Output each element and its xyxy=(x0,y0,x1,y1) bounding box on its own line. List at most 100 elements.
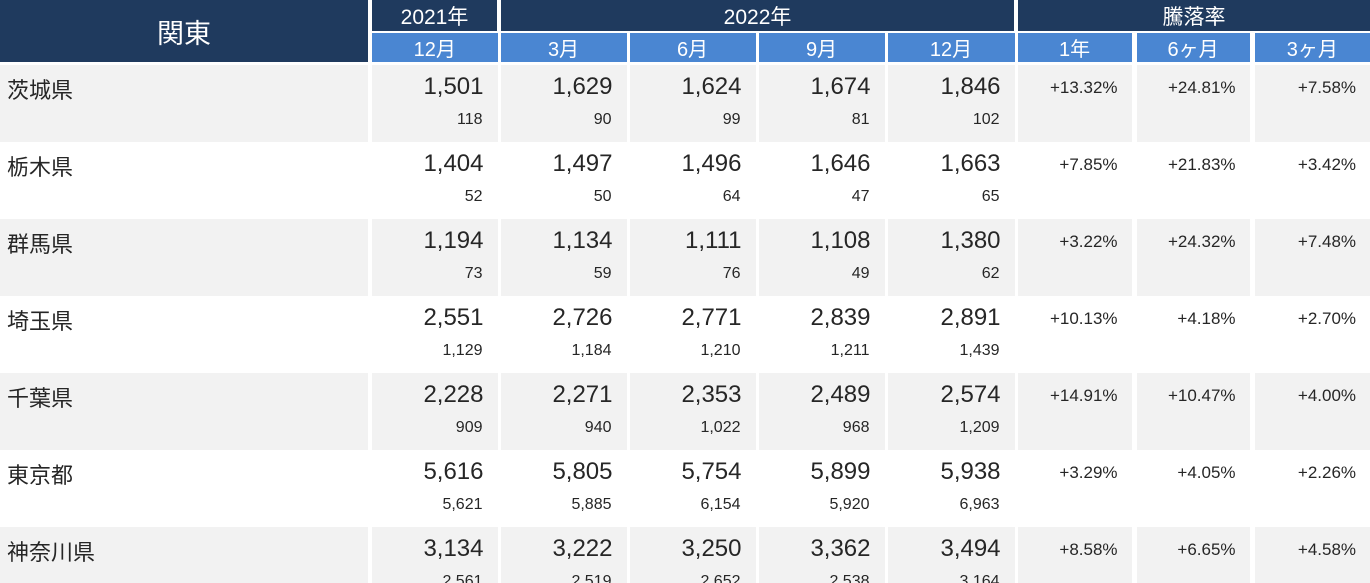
table-row-sub: 1,129 1,184 1,210 1,211 1,439 xyxy=(0,340,1370,373)
main-value-cell: 3,494 xyxy=(886,527,1018,571)
main-value-cell: 2,574 xyxy=(886,373,1018,417)
main-value-cell: 2,726 xyxy=(499,296,630,340)
table-row-main: 栃木県 1,404 1,497 1,496 1,646 1,663 +7.85%… xyxy=(0,142,1370,219)
main-value-cell: 2,839 xyxy=(757,296,888,340)
col-header-2022-12: 12月 xyxy=(886,32,1018,65)
col-group-change-rate: 騰落率 xyxy=(1016,0,1370,33)
main-value-cell: 2,271 xyxy=(499,373,630,417)
table-row-sub: 118 90 99 81 102 xyxy=(0,109,1370,142)
change-rate-cell: +3.42% xyxy=(1297,155,1357,174)
sub-value-cell: 59 xyxy=(499,263,630,296)
main-value-cell: 1,134 xyxy=(499,219,630,263)
col-header-2022-03: 3月 xyxy=(499,32,630,65)
change-rate-cell: +7.85% xyxy=(1016,142,1137,219)
sub-value-cell: 1,210 xyxy=(628,340,759,373)
sub-value-cell: 102 xyxy=(886,109,1018,142)
change-rate-cell: +2.70% xyxy=(1297,309,1357,328)
sub-value-cell: 73 xyxy=(370,263,501,296)
main-value-cell: 1,404 xyxy=(370,142,501,186)
table-row-sub: 73 59 76 49 62 xyxy=(0,263,1370,296)
col-group-2021: 2021年 xyxy=(370,0,501,33)
change-rate-cell: +3.29% xyxy=(1016,450,1137,527)
change-rate-cell: +21.83% xyxy=(1134,142,1255,219)
table-row-sub: 5,621 5,885 6,154 5,920 6,963 xyxy=(0,494,1370,527)
header-month-row: 12月 3月 6月 9月 12月 1年 6ヶ月 3ヶ月 xyxy=(0,32,1370,65)
main-value-cell: 5,754 xyxy=(628,450,759,494)
col-header-2022-06: 6月 xyxy=(628,32,759,65)
main-value-cell: 1,663 xyxy=(886,142,1018,186)
sub-value-cell: 5,885 xyxy=(499,494,630,527)
change-rate-cell: +13.32% xyxy=(1016,63,1137,142)
main-value-cell: 1,108 xyxy=(757,219,888,263)
change-rate-cell: +3.22% xyxy=(1016,219,1137,296)
sub-value-cell: 968 xyxy=(757,417,888,450)
main-value-cell: 1,846 xyxy=(886,63,1018,109)
col-header-6month: 6ヶ月 xyxy=(1134,32,1255,65)
header-group-row: 関東 2021年 2022年 騰落率 xyxy=(0,0,1370,65)
sub-value-cell: 65 xyxy=(886,186,1018,219)
table-row-main: 神奈川県 3,134 3,222 3,250 3,362 3,494 +8.58… xyxy=(0,527,1370,583)
sub-value-cell: 1,184 xyxy=(499,340,630,373)
main-value-cell: 1,674 xyxy=(757,63,888,109)
change-rate-cell: +10.47% xyxy=(1134,373,1255,450)
change-rate-cell: +6.65% xyxy=(1134,527,1255,583)
prefecture-name: 埼玉県 xyxy=(0,296,372,373)
main-value-cell: 2,551 xyxy=(370,296,501,340)
sub-value-cell: 47 xyxy=(757,186,888,219)
main-value-cell: 2,489 xyxy=(757,373,888,417)
sub-value-cell: 6,963 xyxy=(886,494,1018,527)
prefecture-name: 栃木県 xyxy=(0,142,372,219)
sub-value-cell: 81 xyxy=(757,109,888,142)
main-value-cell: 5,899 xyxy=(757,450,888,494)
col-header-3month: 3ヶ月 xyxy=(1252,32,1370,65)
prefecture-name: 群馬県 xyxy=(0,219,372,296)
col-group-2022: 2022年 xyxy=(499,0,1019,33)
change-rate-cell: +7.48% xyxy=(1252,219,1370,296)
main-value-cell: 1,497 xyxy=(499,142,630,186)
sub-value-cell: 5,920 xyxy=(757,494,888,527)
table-row-sub: 52 50 64 47 65 xyxy=(0,186,1370,219)
sub-value-cell: 62 xyxy=(886,263,1018,296)
main-value-cell: 1,111 xyxy=(628,219,759,263)
sub-value-cell: 909 xyxy=(370,417,501,450)
main-value-cell: 5,616 xyxy=(370,450,501,494)
sub-value-cell: 2,561 xyxy=(370,571,501,583)
sub-value-cell: 50 xyxy=(499,186,630,219)
change-rate-cell: +24.32% xyxy=(1134,219,1255,296)
table-row-main: 群馬県 1,194 1,134 1,111 1,108 1,380 +3.22%… xyxy=(0,219,1370,296)
sub-value-cell: 1,022 xyxy=(628,417,759,450)
sub-value-cell: 5,621 xyxy=(370,494,501,527)
main-value-cell: 3,134 xyxy=(370,527,501,571)
sub-value-cell: 940 xyxy=(499,417,630,450)
main-value-cell: 2,228 xyxy=(370,373,501,417)
change-rate-cell: +8.58% xyxy=(1016,527,1137,583)
main-value-cell: 1,624 xyxy=(628,63,759,109)
table-row-sub: 909 940 1,022 968 1,209 xyxy=(0,417,1370,450)
table-row-main: 東京都 5,616 5,805 5,754 5,899 5,938 +3.29%… xyxy=(0,450,1370,527)
prefecture-name: 茨城県 xyxy=(0,63,372,142)
prefecture-name: 神奈川県 xyxy=(0,527,372,583)
change-rate-cell: +4.58% xyxy=(1252,527,1370,583)
sub-value-cell: 1,129 xyxy=(370,340,501,373)
sub-value-cell: 2,519 xyxy=(499,571,630,583)
change-rate-cell: +4.00% xyxy=(1252,373,1370,450)
main-value-cell: 3,250 xyxy=(628,527,759,571)
main-value-cell: 2,353 xyxy=(628,373,759,417)
main-value-cell: 2,891 xyxy=(886,296,1018,340)
sub-value-cell: 52 xyxy=(370,186,501,219)
main-value-cell: 1,646 xyxy=(757,142,888,186)
sub-value-cell: 99 xyxy=(628,109,759,142)
change-rate-cell: +10.13% xyxy=(1016,296,1137,373)
sub-value-cell: 90 xyxy=(499,109,630,142)
main-value-cell: 5,805 xyxy=(499,450,630,494)
main-value-cell: 1,380 xyxy=(886,219,1018,263)
main-value-cell: 1,629 xyxy=(499,63,630,109)
sub-value-cell: 76 xyxy=(628,263,759,296)
prefecture-name: 東京都 xyxy=(0,450,372,527)
change-rate-cell: +2.26% xyxy=(1297,463,1357,482)
change-rate-cell: +4.05% xyxy=(1134,450,1255,527)
main-value-cell: 1,501 xyxy=(370,63,501,109)
sub-value-cell: 3,164 xyxy=(886,571,1018,583)
main-value-cell: 2,771 xyxy=(628,296,759,340)
sub-value-cell: 1,439 xyxy=(886,340,1018,373)
